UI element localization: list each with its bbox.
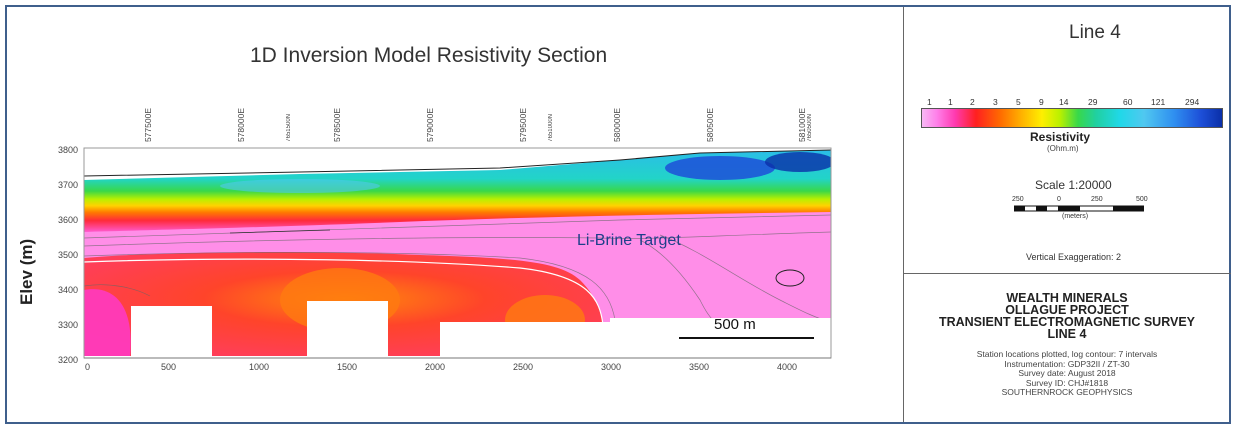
station-7651500N: 7651500N	[286, 114, 292, 142]
colorbar-tick: 1	[948, 97, 953, 107]
x-tick-0: 0	[85, 362, 91, 372]
colorbar-tick: 9	[1039, 97, 1044, 107]
section-scalebar-line	[679, 337, 814, 339]
colorbar-tick: 294	[1185, 97, 1200, 107]
info-note: Survey date: August 2018	[1018, 368, 1116, 378]
station-7650500N: 7650500N	[807, 114, 813, 142]
line-title: Line 4	[1069, 22, 1121, 43]
y-tick-3700: 3700	[57, 180, 78, 190]
y-tick-3500: 3500	[57, 250, 78, 260]
station-579500E: 579500E	[518, 108, 528, 143]
y-tick-3800: 3800	[57, 145, 78, 155]
colorbar-tick: 29	[1088, 97, 1098, 107]
colorbar-tick: 3	[993, 97, 998, 107]
colorbar-tick: 2	[970, 97, 975, 107]
survey-info-block: WEALTH MINERALS OLLAGUE PROJECT TRANSIEN…	[903, 292, 1231, 398]
map-scale-bar	[1014, 205, 1144, 212]
chart-title: 1D Inversion Model Resistivity Section	[250, 44, 608, 67]
y-tick-3600: 3600	[57, 215, 78, 225]
x-tick-3500: 3500	[689, 362, 710, 372]
colorbar-tick: 1	[927, 97, 932, 107]
x-tick-1500: 1500	[337, 362, 358, 372]
x-tick-1000: 1000	[249, 362, 270, 372]
vertical-exaggeration: Vertical Exaggeration: 2	[1026, 252, 1122, 262]
figure-frame	[5, 5, 1231, 424]
y-tick-3200: 3200	[57, 355, 78, 365]
scale-tick: 250	[1091, 196, 1103, 203]
x-tick-500: 500	[161, 362, 177, 372]
line-name: LINE 4	[1047, 327, 1087, 341]
company-name: WEALTH MINERALS	[1006, 291, 1128, 305]
station-7651000N: 7651000N	[548, 114, 554, 142]
x-tick-3000: 3000	[601, 362, 622, 372]
station-577500E: 577500E	[143, 108, 153, 143]
li-brine-target-label: Li-Brine Target	[577, 232, 681, 249]
x-tick-4000: 4000	[777, 362, 798, 372]
y-tick-3400: 3400	[57, 285, 78, 295]
colorbar-tick: 5	[1016, 97, 1021, 107]
section-scalebar-label: 500 m	[714, 316, 756, 333]
map-scale-title: Scale 1:20000	[1035, 178, 1112, 192]
x-tick-2500: 2500	[513, 362, 534, 372]
station-581000E: 581000E	[797, 108, 807, 143]
map-scale-unit: (meters)	[1062, 213, 1089, 220]
resistivity-colorbar	[921, 108, 1223, 128]
x-tick-2000: 2000	[425, 362, 446, 372]
colorbar-tick: 60	[1123, 97, 1133, 107]
colorbar-tick: 121	[1151, 97, 1166, 107]
project-name: OLLAGUE PROJECT	[1005, 303, 1129, 317]
info-note: Instrumentation: GDP32II / ZT-30	[1004, 358, 1130, 369]
station-579000E: 579000E	[425, 108, 435, 143]
legend-divider	[903, 7, 904, 422]
y-tick-3300: 3300	[57, 320, 78, 330]
info-note: Survey ID: CHJ#1818	[1025, 377, 1109, 388]
info-divider	[903, 273, 1231, 274]
station-580000E: 580000E	[612, 108, 622, 143]
info-note: SOUTHERNROCK GEOPHYSICS	[1001, 387, 1133, 397]
station-580500E: 580500E	[705, 108, 715, 143]
info-note: Station locations plotted, log contour: …	[976, 349, 1158, 359]
colorbar-unit: (Ohm.m)	[1047, 144, 1079, 153]
station-578500E: 578500E	[332, 108, 342, 143]
survey-type: TRANSIENT ELECTROMAGNETIC SURVEY	[938, 315, 1196, 329]
scale-tick: 0	[1057, 196, 1061, 203]
scale-tick: 500	[1136, 196, 1148, 203]
station-578000E: 578000E	[236, 108, 246, 143]
colorbar-title: Resistivity	[1030, 130, 1091, 144]
colorbar-tick: 14	[1059, 97, 1069, 107]
scale-tick: 250	[1012, 196, 1024, 203]
